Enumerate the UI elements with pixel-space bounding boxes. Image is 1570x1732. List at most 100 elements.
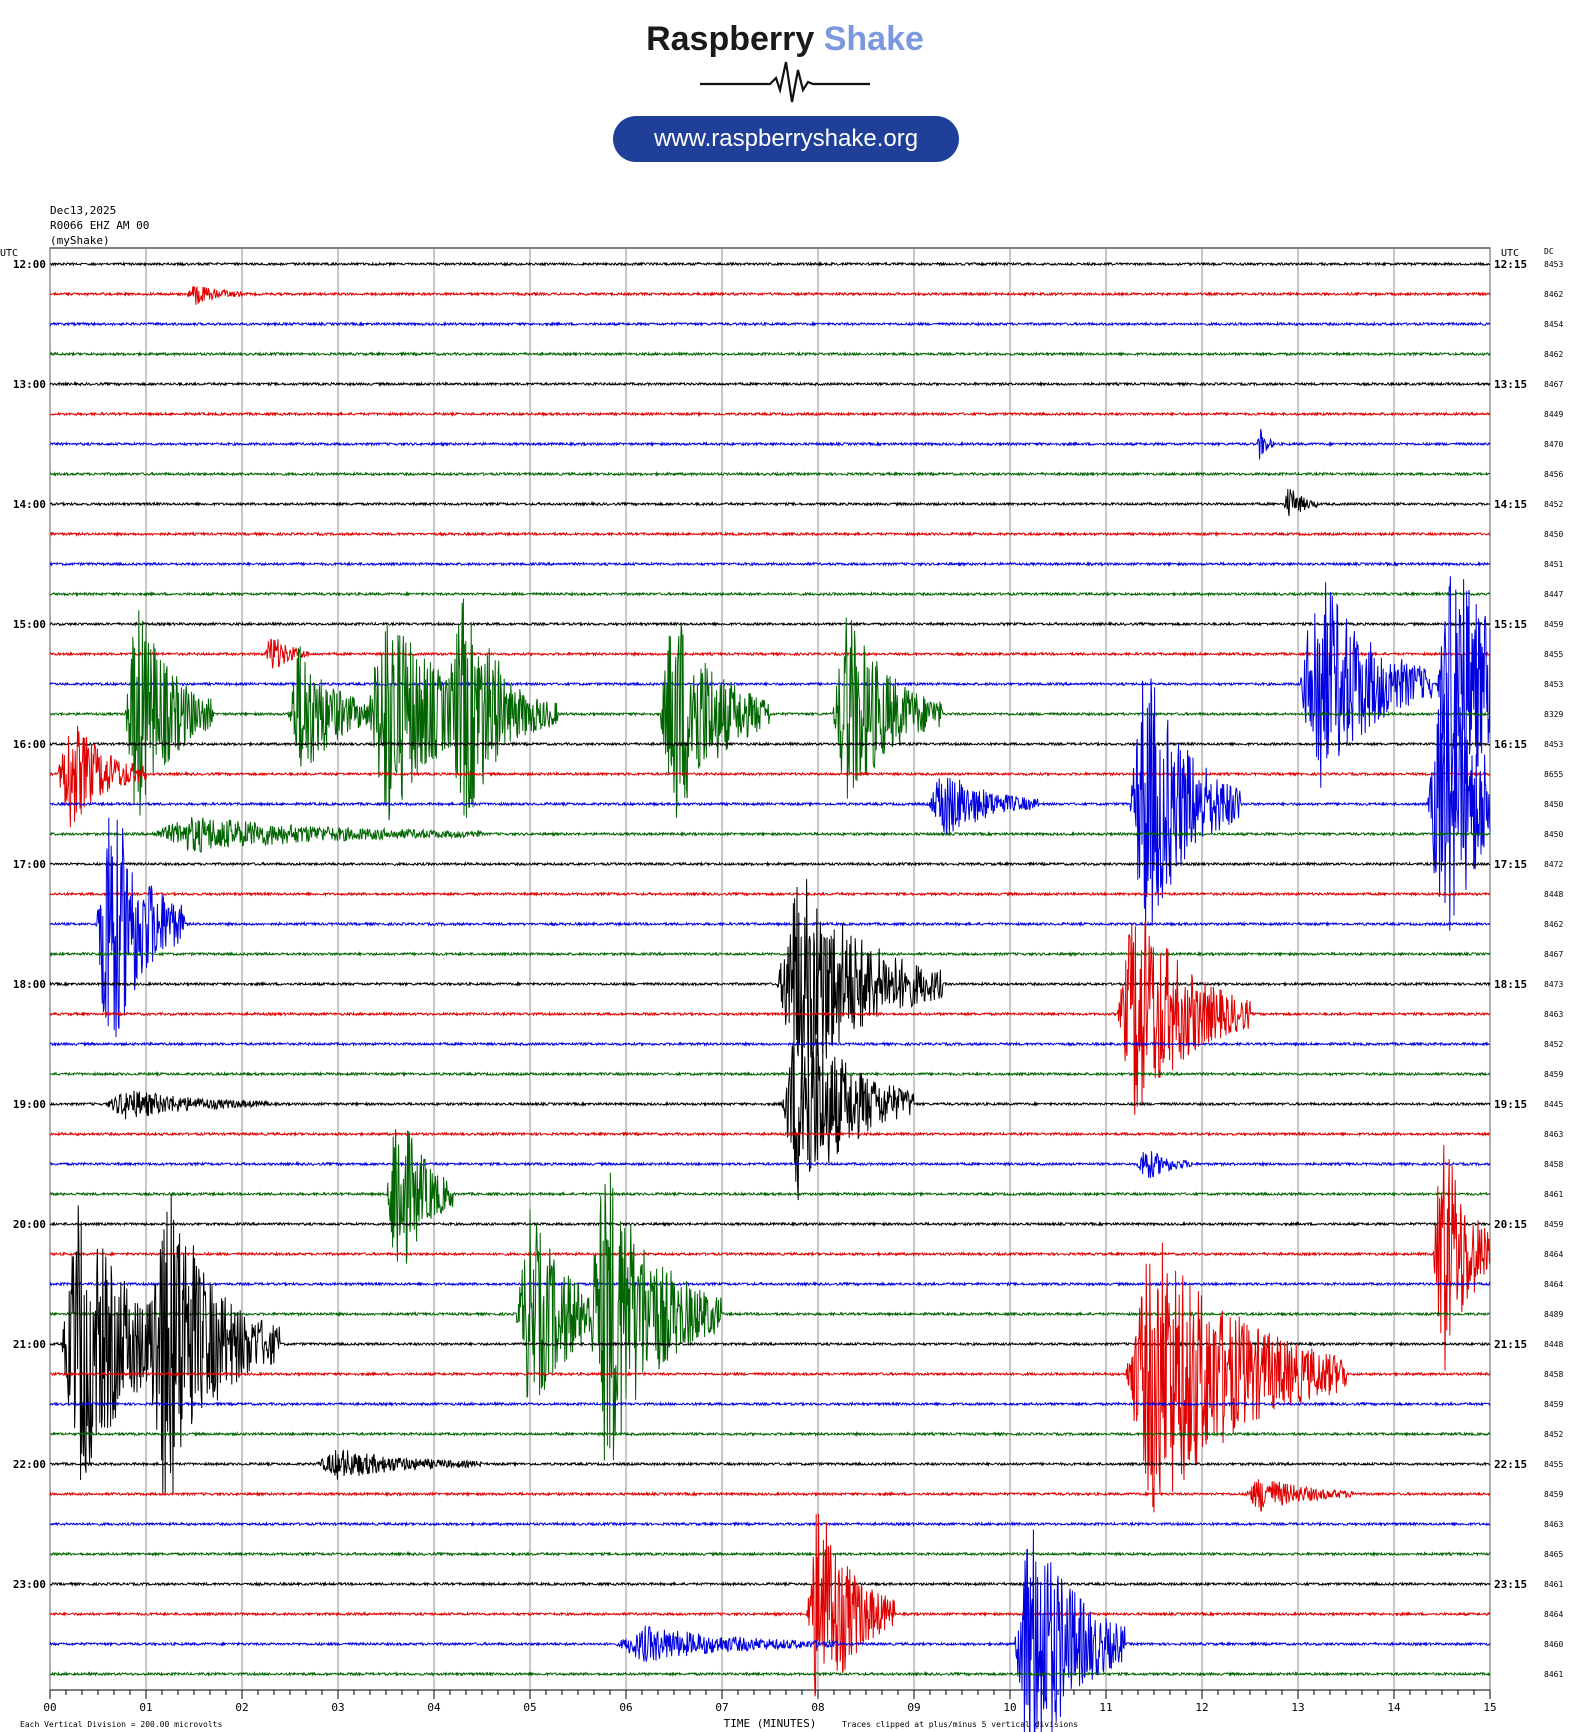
dc-value: 8454 bbox=[1544, 320, 1563, 329]
trace-row-line bbox=[49, 1144, 1491, 1371]
dc-value: 8462 bbox=[1544, 350, 1563, 359]
trace-row-line bbox=[49, 428, 1491, 460]
trace-row-line bbox=[49, 1130, 1491, 1138]
x-tick-label: 06 bbox=[619, 1701, 632, 1714]
dc-value: 8450 bbox=[1544, 800, 1563, 809]
dc-value: 8453 bbox=[1544, 680, 1563, 689]
trace-row-line bbox=[49, 1520, 1491, 1528]
trace-row-line bbox=[49, 620, 1491, 628]
dc-value: 8445 bbox=[1544, 1100, 1563, 1109]
dc-value: 8448 bbox=[1544, 890, 1563, 899]
dc-value: 8461 bbox=[1544, 1580, 1563, 1589]
x-tick-label: 15 bbox=[1483, 1701, 1496, 1714]
trace-row-line bbox=[49, 817, 1491, 853]
right-hour-label: 13:15 bbox=[1494, 378, 1527, 391]
dc-value: 8462 bbox=[1544, 290, 1563, 299]
dc-value: 8450 bbox=[1544, 830, 1563, 839]
trace-row-line bbox=[49, 576, 1491, 822]
station-id: R0066 EHZ AM 00 bbox=[50, 219, 150, 232]
x-tick-label: 01 bbox=[139, 1701, 152, 1714]
dc-value: 8449 bbox=[1544, 410, 1563, 419]
dc-value: 8451 bbox=[1544, 560, 1563, 569]
dc-value: 8489 bbox=[1544, 1310, 1563, 1319]
left-hour-label: 17:00 bbox=[13, 858, 46, 871]
dc-value: 8473 bbox=[1544, 980, 1563, 989]
trace-row-line bbox=[49, 725, 1491, 828]
raspberry-shake-logo: Raspberry Shake www.raspberryshake.org bbox=[0, 0, 1570, 180]
trace-row-line bbox=[49, 879, 1491, 1100]
dc-value: 8455 bbox=[1544, 1460, 1563, 1469]
dc-value: 8465 bbox=[1544, 1550, 1563, 1559]
left-hour-label: 12:00 bbox=[13, 258, 46, 271]
trace-row-line bbox=[49, 951, 1491, 958]
trace-row-line bbox=[49, 1129, 1491, 1264]
right-hour-label: 22:15 bbox=[1494, 1458, 1527, 1471]
trace-row-line bbox=[49, 817, 1491, 1038]
dc-value: 8460 bbox=[1544, 1640, 1563, 1649]
dc-value: 8456 bbox=[1544, 470, 1563, 479]
dc-value: 8461 bbox=[1544, 1190, 1563, 1199]
website-link[interactable]: www.raspberryshake.org bbox=[613, 116, 959, 162]
trace-row-line bbox=[49, 638, 1491, 669]
left-hour-label: 13:00 bbox=[13, 378, 46, 391]
record-date: Dec13,2025 bbox=[50, 204, 117, 217]
dc-value: 8450 bbox=[1544, 530, 1563, 539]
clip-note: Traces clipped at plus/minus 5 vertical … bbox=[842, 1720, 1078, 1729]
trace-row-line bbox=[49, 740, 1491, 748]
x-tick-label: 08 bbox=[811, 1701, 824, 1714]
trace-row-line bbox=[49, 530, 1491, 538]
grid-layer bbox=[49, 247, 1491, 1699]
trace-row-line bbox=[49, 1550, 1491, 1558]
record-header: Dec13,2025 R0066 EHZ AM 00 (myShake) bbox=[50, 203, 149, 248]
right-hour-label: 12:15 bbox=[1494, 258, 1527, 271]
left-hour-label: 23:00 bbox=[13, 1578, 46, 1591]
scale-note: Each Vertical Division = 200.00 microvol… bbox=[20, 1720, 222, 1729]
data-source: (myShake) bbox=[50, 234, 110, 247]
logo-name-part1: Raspberry bbox=[646, 20, 815, 58]
dc-value: 8459 bbox=[1544, 620, 1563, 629]
trace-row-line bbox=[49, 1513, 1491, 1697]
dc-value: 8463 bbox=[1544, 1010, 1563, 1019]
logo-title: Raspberry Shake bbox=[0, 20, 1570, 59]
right-hour-label: 17:15 bbox=[1494, 858, 1527, 871]
right-axis-label: UTC bbox=[1501, 248, 1519, 259]
trace-row-line bbox=[49, 488, 1491, 517]
trace-row-line bbox=[49, 1151, 1491, 1179]
trace-row-line bbox=[50, 1400, 1491, 1408]
trace-row-line bbox=[50, 1172, 1491, 1461]
dc-value: 8453 bbox=[1544, 740, 1563, 749]
right-hour-label: 21:15 bbox=[1494, 1338, 1527, 1351]
dc-value: 8467 bbox=[1544, 380, 1563, 389]
dc-value: 8470 bbox=[1544, 440, 1563, 449]
x-tick-label: 13 bbox=[1291, 1701, 1304, 1714]
label-layer: 00 01 02 03 04 05 06 07 08 09 10 11 12 13 14 15 TIME (MI… bbox=[0, 247, 1563, 1730]
left-hour-label: 18:00 bbox=[13, 978, 46, 991]
left-hour-label: 14:00 bbox=[13, 498, 46, 511]
dc-value: 8463 bbox=[1544, 1520, 1563, 1529]
dc-value: 8462 bbox=[1544, 920, 1563, 929]
plot-frame bbox=[49, 247, 1491, 1691]
dc-value: 8452 bbox=[1544, 1430, 1563, 1439]
dc-value: 8655 bbox=[1544, 770, 1563, 779]
right-hour-label: 19:15 bbox=[1494, 1098, 1527, 1111]
right-hour-label: 14:15 bbox=[1494, 498, 1527, 511]
x-tick-label: 00 bbox=[43, 1701, 56, 1714]
trace-row-line bbox=[49, 561, 1491, 568]
dc-value: 8464 bbox=[1544, 1610, 1563, 1619]
dc-value: 8459 bbox=[1544, 1400, 1563, 1409]
left-hour-label: 15:00 bbox=[13, 618, 46, 631]
right-hour-label: 23:15 bbox=[1494, 1578, 1527, 1591]
left-hour-label: 22:00 bbox=[13, 1458, 46, 1471]
trace-row-line bbox=[49, 380, 1491, 388]
left-hour-label: 20:00 bbox=[13, 1218, 46, 1231]
trace-row-line bbox=[49, 1071, 1491, 1078]
dc-value: 8455 bbox=[1544, 650, 1563, 659]
trace-row-line bbox=[49, 286, 1491, 305]
trace-row-line bbox=[49, 1193, 1491, 1495]
dc-value: 8459 bbox=[1544, 1490, 1563, 1499]
x-tick-label: 02 bbox=[235, 1701, 248, 1714]
dc-value: 8458 bbox=[1544, 1160, 1563, 1169]
dc-value: 8467 bbox=[1544, 950, 1563, 959]
x-tick-label: 09 bbox=[907, 1701, 920, 1714]
